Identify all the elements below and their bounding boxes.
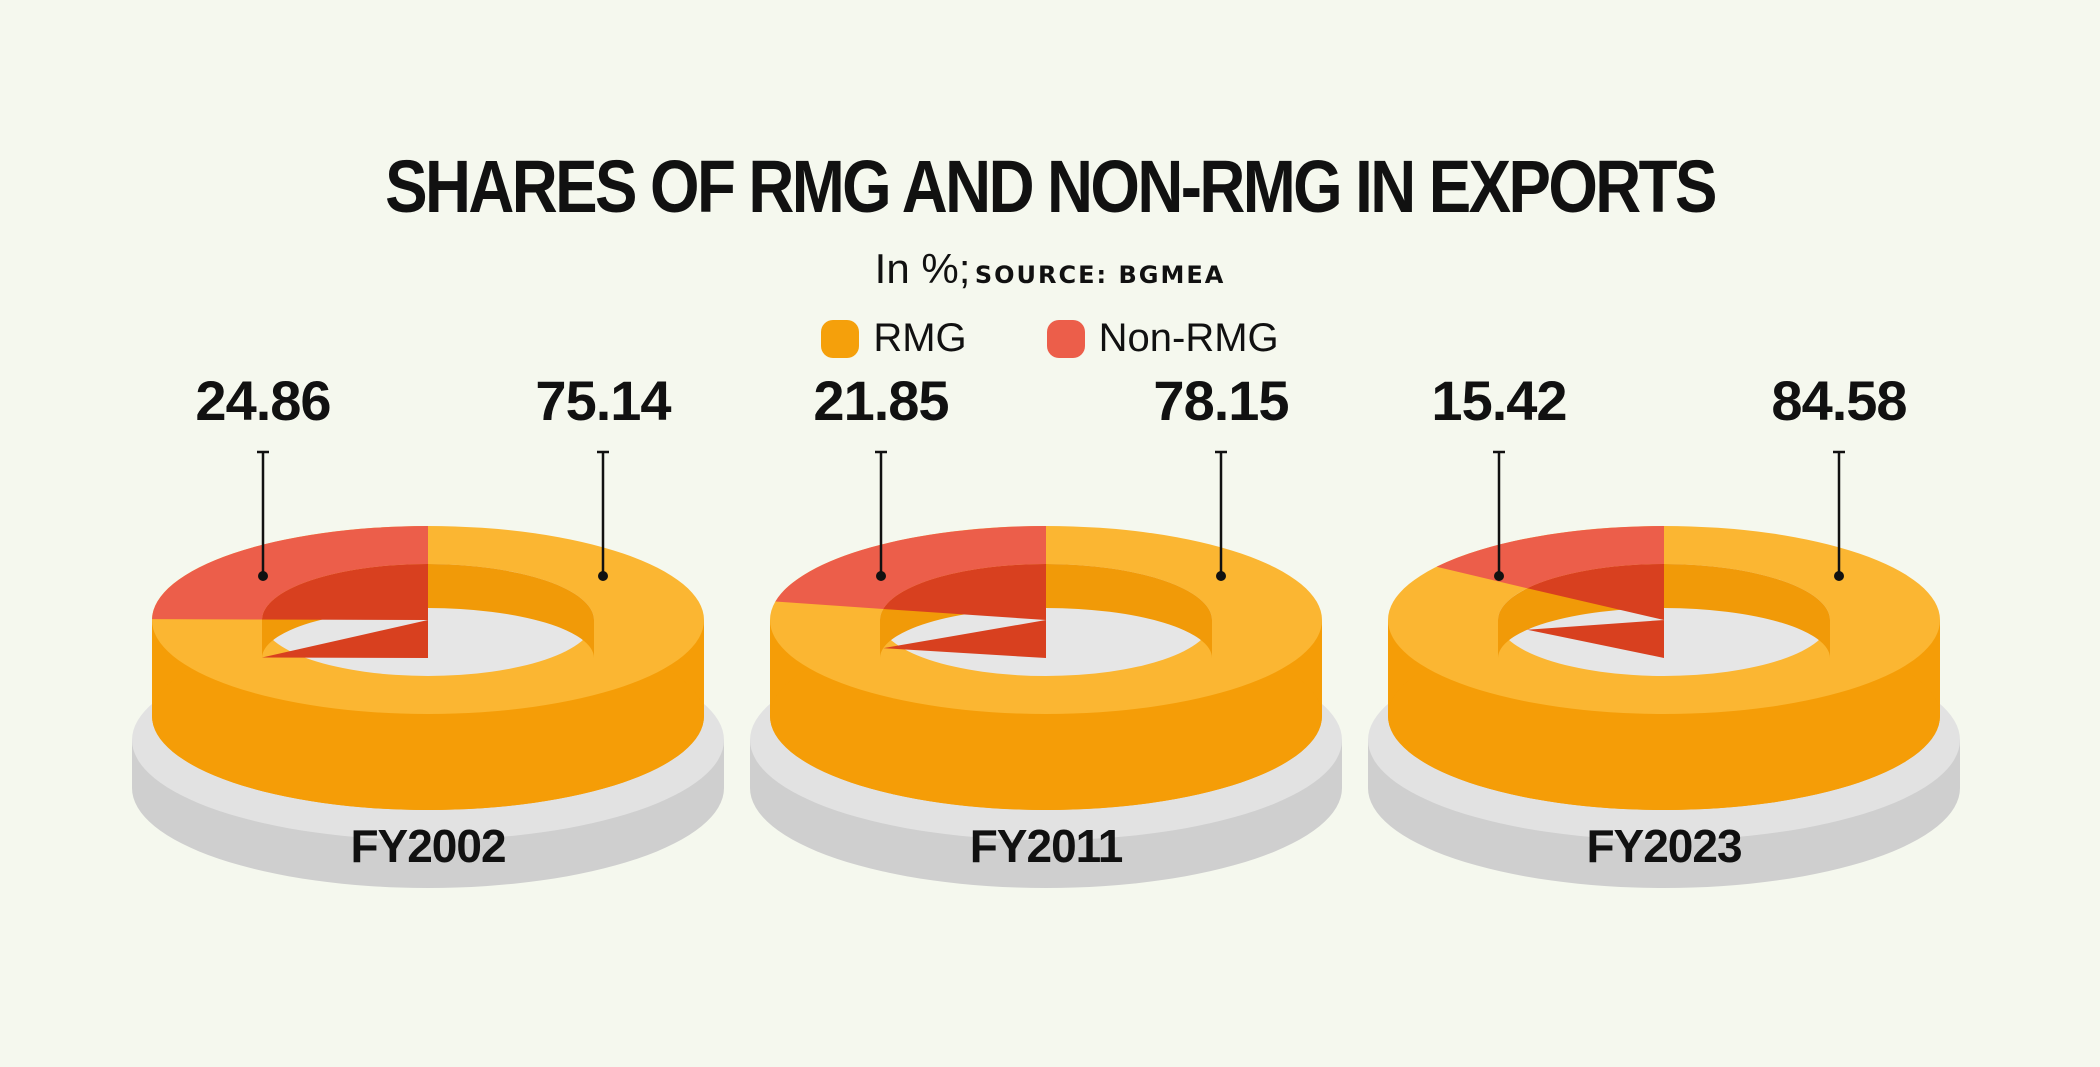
chart-title: SHARES OF RMG AND NON-RMG IN EXPORTS [385,145,1717,228]
donut-fy2023: 15.42 84.58 FY2023 [1368,369,1960,888]
legend-label-rmg: RMG [873,316,967,360]
donut-fy2002-segment-non-rmg [152,526,428,620]
donut-fy2011-value-non-rmg: 21.85 [813,369,948,432]
donut-fy2023-leader-dot-non-rmg [1494,571,1504,581]
legend: RMG Non-RMG [0,316,2100,361]
donut-fy2002-value-non-rmg: 24.86 [195,369,330,432]
legend-item-rmg: RMG [821,316,967,361]
donut-fy2011-segment-non-rmg [775,526,1046,609]
donut-fy2002: 24.86 75.14 FY2002 [132,369,724,888]
legend-label-non-rmg: Non-RMG [1098,316,1279,360]
donut-fy2011-label: FY2011 [970,820,1123,872]
subtitle-unit: In %; [874,245,971,292]
donut-fy2011-leader-dot-non-rmg [876,571,886,581]
donut-fy2023-value-non-rmg: 15.42 [1431,369,1566,432]
legend-swatch-non-rmg [1046,319,1085,358]
donut-fy2002-leader-dot-non-rmg [258,571,268,581]
donut-fy2002-leader-dot-rmg [598,571,608,581]
donut-fy2011-value-rmg: 78.15 [1153,369,1288,432]
donut-fy2023-value-rmg: 84.58 [1771,369,1906,432]
donut-fy2002-inner-wall-non-rmg [262,564,428,658]
subtitle-source: SOURCE: BGMEA [974,261,1226,289]
donut-fy2002-label: FY2002 [350,820,505,872]
donut-fy2011-leader-dot-rmg [1216,571,1226,581]
donut-fy2023-inner-wall-non-rmg [1527,564,1664,658]
legend-swatch-rmg [821,319,860,358]
legend-item-non-rmg: Non-RMG [1046,316,1279,361]
chart-subtitle: In %; SOURCE: BGMEA [0,248,2100,290]
donut-fy2002-value-rmg: 75.14 [535,369,671,432]
donut-fy2023-segment-non-rmg [1436,526,1664,589]
donut-fy2011: 21.85 78.15 FY2011 [750,369,1342,888]
donut-fy2023-label: FY2023 [1586,820,1741,872]
donut-fy2011-inner-wall-non-rmg [883,564,1046,658]
donut-fy2023-leader-dot-rmg [1834,571,1844,581]
